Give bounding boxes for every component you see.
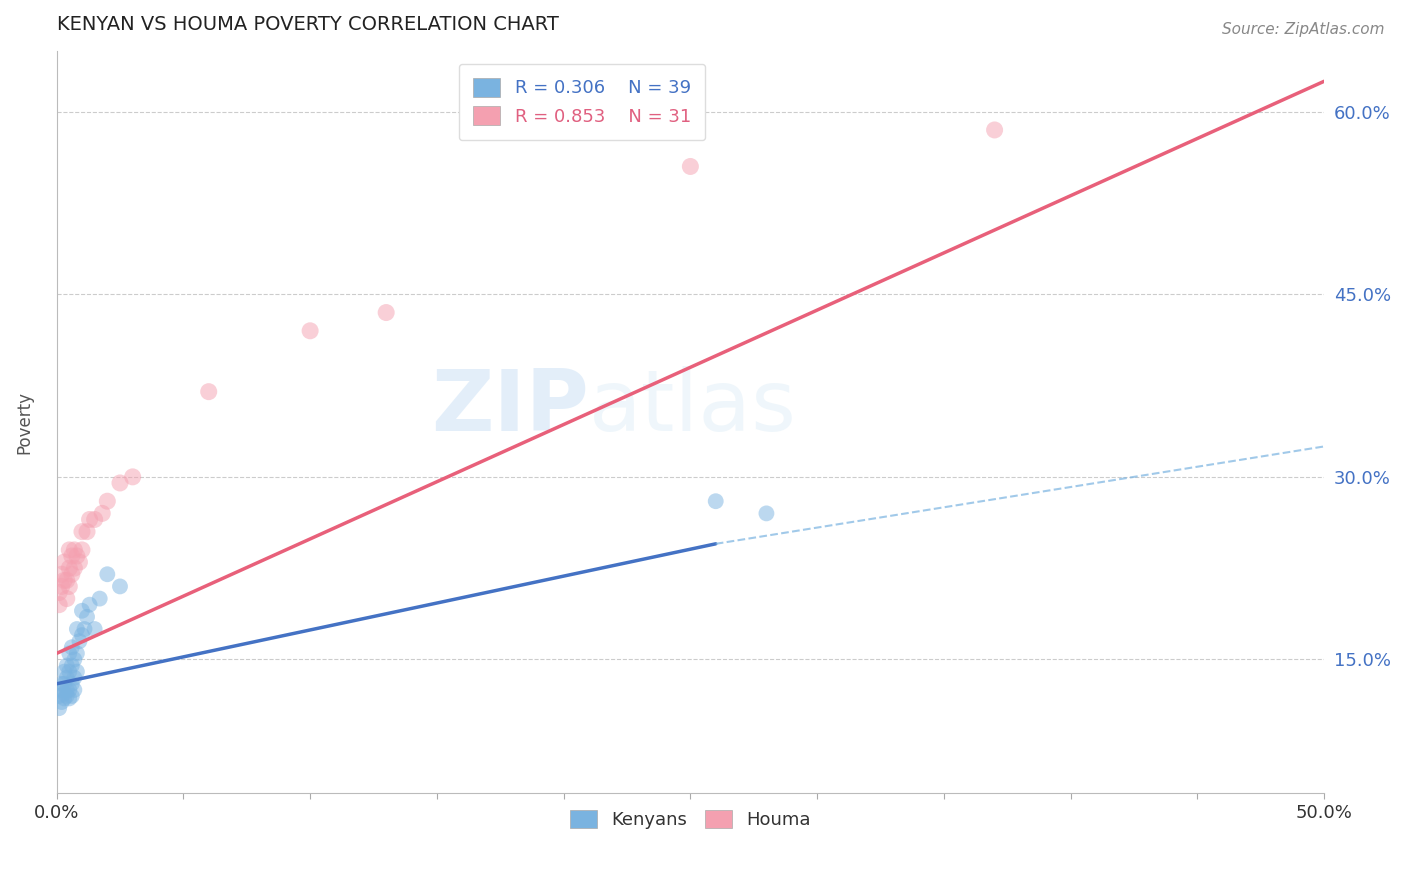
Point [299, 324, 322, 338]
Point [63, 652, 86, 666]
Point [53, 665, 76, 679]
Point [70, 524, 93, 539]
Point [58, 542, 80, 557]
Point [58, 682, 80, 697]
Legend: Kenyans, Houma: Kenyans, Houma [562, 803, 818, 837]
Point [66, 549, 89, 563]
Point [48, 598, 70, 612]
Point [53, 574, 76, 588]
Point [63, 682, 86, 697]
Point [53, 691, 76, 706]
Point [51, 695, 73, 709]
Point [755, 507, 778, 521]
Point [51, 682, 73, 697]
Point [70, 542, 93, 557]
Point [53, 677, 76, 691]
Point [79, 512, 101, 526]
Point [51, 677, 73, 691]
Point [96, 494, 118, 508]
Point [60, 689, 83, 703]
Point [70, 628, 93, 642]
Point [89, 591, 111, 606]
Point [58, 579, 80, 593]
Point [76, 610, 98, 624]
Point [67, 634, 90, 648]
Text: Source: ZipAtlas.com: Source: ZipAtlas.com [1222, 22, 1385, 37]
Point [70, 604, 93, 618]
Point [55, 689, 77, 703]
Point [76, 524, 98, 539]
Text: atlas: atlas [589, 366, 797, 449]
Point [66, 622, 89, 636]
Point [63, 561, 86, 575]
Point [60, 677, 83, 691]
Point [79, 598, 101, 612]
Point [58, 646, 80, 660]
Point [63, 671, 86, 685]
Point [66, 646, 89, 660]
Point [121, 470, 143, 484]
Point [63, 542, 86, 557]
Point [96, 567, 118, 582]
Point [51, 567, 73, 582]
Point [67, 555, 90, 569]
Point [983, 123, 1005, 137]
Point [679, 160, 702, 174]
Y-axis label: Poverty: Poverty [15, 391, 32, 454]
Point [83, 622, 105, 636]
Point [60, 658, 83, 673]
Point [55, 671, 77, 685]
Point [58, 665, 80, 679]
Point [108, 579, 131, 593]
Point [197, 384, 219, 399]
Point [60, 567, 83, 582]
Point [91, 507, 114, 521]
Point [48, 689, 70, 703]
Point [55, 591, 77, 606]
Point [48, 585, 70, 599]
Point [108, 475, 131, 490]
Point [55, 574, 77, 588]
Point [704, 494, 727, 508]
Point [60, 640, 83, 655]
Point [55, 682, 77, 697]
Point [51, 579, 73, 593]
Text: ZIP: ZIP [432, 366, 589, 449]
Point [48, 701, 70, 715]
Point [83, 512, 105, 526]
Point [375, 305, 398, 319]
Point [53, 555, 76, 569]
Point [53, 687, 76, 701]
Point [58, 561, 80, 575]
Point [58, 691, 80, 706]
Text: KENYAN VS HOUMA POVERTY CORRELATION CHART: KENYAN VS HOUMA POVERTY CORRELATION CHAR… [56, 15, 558, 34]
Point [73, 622, 96, 636]
Point [60, 549, 83, 563]
Point [66, 665, 89, 679]
Point [55, 658, 77, 673]
